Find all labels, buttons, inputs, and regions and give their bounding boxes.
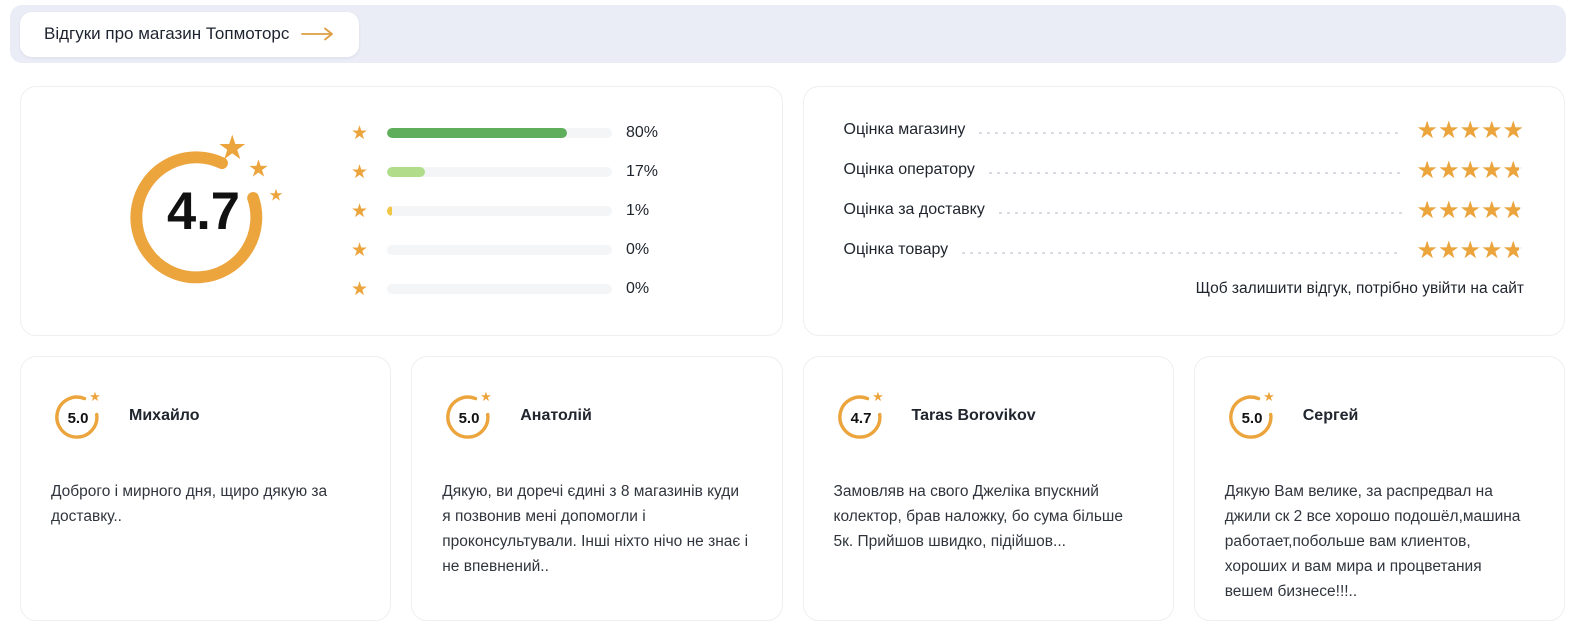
- review-rating-badge: 5.0 ★: [55, 390, 101, 439]
- rating-bar-row-4: ★ 17%: [351, 162, 661, 182]
- reviewer-name: Taras Borovikov: [911, 407, 1036, 424]
- review-rating-value: 5.0: [68, 410, 89, 427]
- stars-filled-icon: ★★★★★: [1416, 238, 1519, 262]
- category-stars: ★★★★★ ★★★★★: [1416, 238, 1524, 262]
- star-icon: ★: [351, 278, 369, 300]
- review-card[interactable]: 5.0 ★ Михайло Доброго і мирного дня, щир…: [20, 356, 392, 621]
- bar-track: [387, 245, 612, 255]
- review-rating-value: 4.7: [850, 410, 871, 427]
- badge-star-small-icon: ★: [269, 185, 284, 204]
- rating-bar-row-5: ★ 80%: [351, 123, 661, 143]
- star-icon: ★: [351, 122, 369, 144]
- badge-star-icon: ★: [480, 390, 492, 405]
- badge-star-medium-icon: ★: [248, 154, 269, 182]
- long-right-arrow-icon: [301, 27, 334, 41]
- header-strip: Відгуки про магазин Топмоторс: [10, 5, 1566, 63]
- review-card[interactable]: 5.0 ★ Анатолій Дякую, ви доречі єдині з …: [411, 356, 783, 621]
- review-card-head: 4.7 ★ Taras Borovikov: [834, 385, 1143, 447]
- stars-empty-icon: ★★★★★: [1416, 116, 1524, 144]
- dotted-leader: [998, 212, 1403, 214]
- category-stars: ★★★★★ ★★★★★: [1416, 118, 1524, 142]
- review-card-head: 5.0 ★ Анатолій: [442, 385, 751, 447]
- category-row-shop: Оцінка магазину ★★★★★ ★★★★★: [844, 117, 1525, 143]
- badge-star-large-icon: ★: [217, 129, 247, 167]
- review-text: Дякую, ви доречі єдині з 8 магазинів куд…: [442, 483, 749, 575]
- rating-bar-row-1: ★ 0%: [351, 279, 661, 299]
- review-rating-badge: 5.0 ★: [1228, 390, 1275, 439]
- rating-panels: 4.7 ★ ★ ★ ★ 80% ★ 17% ★: [20, 86, 1565, 336]
- reviewer-name: Михайло: [129, 407, 200, 424]
- bar-percent-label: 0%: [626, 241, 650, 258]
- reviewer-name: Анатолій: [520, 407, 592, 424]
- bar-percent-label: 17%: [626, 163, 659, 180]
- star-icon: ★: [351, 161, 369, 183]
- rating-distribution: ★ 80% ★ 17% ★ 1% ★ 0%: [351, 123, 661, 299]
- badge-star-icon: ★: [89, 390, 101, 405]
- review-card[interactable]: 4.7 ★ Taras Borovikov Замовляв на свого …: [802, 356, 1174, 621]
- rating-bar-row-3: ★ 1%: [351, 201, 661, 221]
- category-label: Оцінка товару: [843, 241, 949, 258]
- star-icon: ★: [351, 200, 369, 222]
- stars-filled-icon: ★★★★★: [1416, 158, 1519, 182]
- category-stars: ★★★★★ ★★★★★: [1416, 198, 1524, 222]
- dotted-leader: [962, 252, 1403, 254]
- category-row-operator: Оцінка оператору ★★★★★ ★★★★★: [844, 157, 1525, 183]
- bar-track: [387, 284, 612, 294]
- badge-star-icon: ★: [872, 390, 884, 405]
- review-text: Дякую Вам велике, за распредвал на джили…: [1224, 483, 1521, 600]
- review-text: Замовляв на свого Джеліка впускний колек…: [833, 483, 1123, 550]
- review-card[interactable]: 5.0 ★ Сергей Дякую Вам велике, за распре…: [1193, 356, 1565, 621]
- login-note: Щоб залишити відгук, потрібно увійти на …: [1195, 280, 1524, 297]
- reviews-link-button[interactable]: Відгуки про магазин Топмоторс: [20, 11, 360, 57]
- stars-empty-icon: ★★★★★: [1416, 236, 1524, 264]
- bar-fill: [387, 206, 392, 216]
- review-text: Доброго і мирного дня, щиро дякую за дос…: [51, 483, 328, 525]
- stars-empty-icon: ★★★★★: [1416, 156, 1524, 184]
- stars-filled-icon: ★★★★★: [1416, 198, 1520, 222]
- review-rating-value: 5.0: [459, 410, 480, 427]
- review-card-head: 5.0 ★ Сергей: [1225, 385, 1534, 447]
- rating-bar-row-2: ★ 0%: [351, 240, 661, 260]
- category-row-delivery: Оцінка за доставку ★★★★★ ★★★★★: [844, 197, 1525, 223]
- dotted-leader: [988, 172, 1403, 174]
- category-label: Оцінка оператору: [843, 161, 975, 178]
- star-icon: ★: [351, 239, 369, 261]
- bar-track: [387, 206, 612, 216]
- badge-star-icon: ★: [1263, 390, 1275, 405]
- category-ratings-panel: Оцінка магазину ★★★★★ ★★★★★ Оцінка опера…: [802, 86, 1565, 336]
- average-rating-badge: 4.7 ★ ★ ★: [130, 129, 284, 283]
- review-rating-badge: 4.7 ★: [837, 390, 884, 439]
- bar-track: [387, 128, 612, 138]
- stars-empty-icon: ★★★★★: [1416, 196, 1524, 224]
- bar-percent-label: 0%: [626, 280, 650, 297]
- review-rating-value: 5.0: [1241, 410, 1262, 427]
- stars-filled-icon: ★★★★★: [1416, 118, 1522, 142]
- review-card-head: 5.0 ★ Михайло: [51, 385, 360, 447]
- review-rating-badge: 5.0 ★: [446, 390, 492, 439]
- reviewer-name: Сергей: [1302, 407, 1359, 424]
- average-rating-value: 4.7: [167, 182, 240, 241]
- review-cards: 5.0 ★ Михайло Доброго і мирного дня, щир…: [20, 356, 1565, 621]
- bar-percent-label: 1%: [626, 202, 650, 219]
- dotted-leader: [979, 132, 1403, 134]
- bar-fill: [387, 167, 426, 177]
- category-label: Оцінка магазину: [843, 121, 966, 138]
- page-title: Відгуки про магазин Топмоторс: [44, 24, 290, 43]
- category-label: Оцінка за доставку: [843, 201, 985, 218]
- bar-percent-label: 80%: [626, 124, 659, 141]
- bar-fill: [387, 128, 567, 138]
- category-stars: ★★★★★ ★★★★★: [1416, 158, 1524, 182]
- bar-track: [387, 167, 612, 177]
- rating-summary-panel: 4.7 ★ ★ ★ ★ 80% ★ 17% ★: [20, 86, 783, 336]
- category-row-product: Оцінка товару ★★★★★ ★★★★★: [844, 237, 1525, 263]
